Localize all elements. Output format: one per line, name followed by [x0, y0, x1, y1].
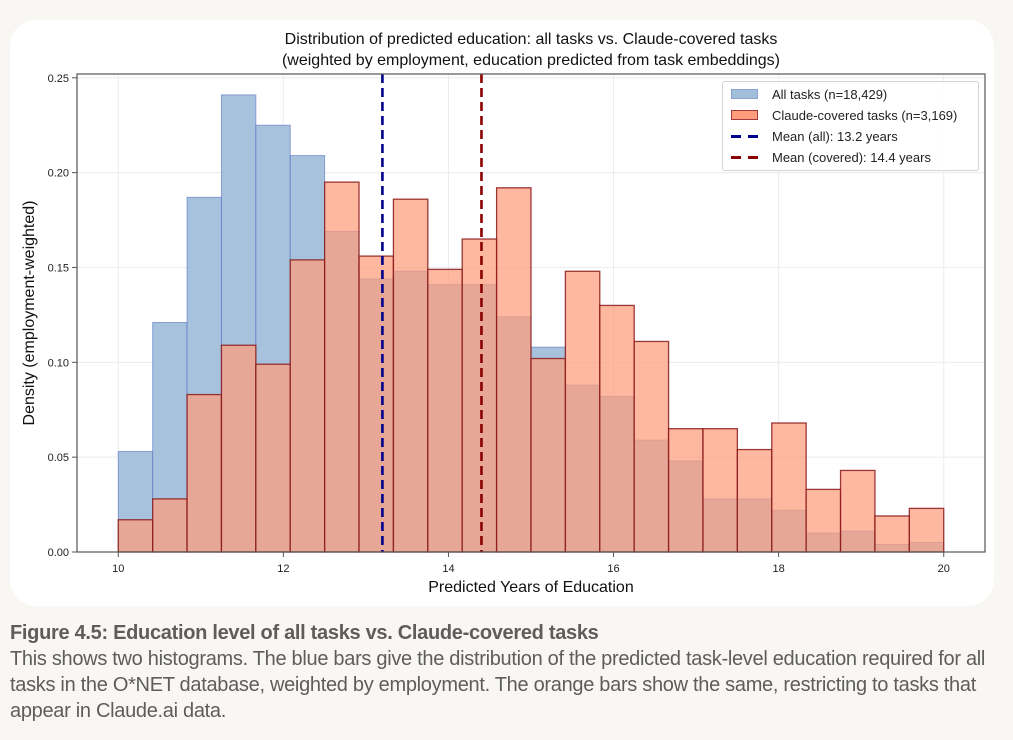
legend-dash-navy [731, 134, 758, 138]
legend-label: Claude-covered tasks (n=3,169) [772, 107, 958, 123]
legend-item-all-tasks: All tasks (n=18,429) [731, 84, 887, 104]
y-tick-label: 0.15 [48, 262, 69, 274]
x-axis-ticks: 10 12 14 16 18 20 [112, 552, 950, 575]
chart-subtitle: (weighted by employment, education predi… [282, 52, 780, 69]
x-axis-label: Predicted Years of Education [428, 579, 633, 596]
bar-covered-tasks [736, 448, 773, 553]
legend-item-mean-covered: Mean (covered): 14.4 years [731, 147, 931, 167]
bar-covered-tasks [461, 238, 498, 553]
legend-item-mean-all: Mean (all): 13.2 years [731, 126, 898, 146]
bar-covered-tasks [874, 515, 910, 553]
bar-covered-tasks [358, 255, 395, 553]
y-tick-label: 0.10 [48, 357, 69, 369]
bar-covered-tasks [771, 422, 807, 553]
chart-title: Distribution of predicted education: all… [285, 31, 778, 48]
bar-covered-tasks [186, 393, 223, 553]
bar-covered-tasks [908, 507, 945, 553]
figure-caption: Figure 4.5: Education level of all tasks… [10, 620, 1000, 724]
bar-covered-tasks [633, 340, 670, 553]
legend-label: Mean (covered): 14.4 years [772, 149, 931, 165]
bar-covered-tasks [289, 259, 326, 553]
y-axis-ticks: 0.00 0.05 0.10 0.15 0.20 0.25 [48, 73, 77, 559]
legend-label: All tasks (n=18,429) [772, 86, 888, 102]
y-tick-label: 0.25 [48, 73, 69, 85]
caption-body: This shows two histograms. The blue bars… [10, 648, 986, 722]
legend-dash-darkred [731, 155, 758, 159]
legend-swatch-blue [731, 89, 758, 99]
bar-covered-tasks [117, 519, 154, 553]
bar-covered-tasks [564, 270, 601, 553]
bar-covered-tasks [530, 357, 567, 553]
bar-covered-tasks [152, 498, 188, 553]
x-tick-label: 10 [112, 563, 124, 575]
bar-covered-tasks [495, 187, 532, 553]
y-tick-label: 0.20 [48, 168, 69, 180]
bar-covered-tasks [667, 428, 704, 553]
legend-item-covered-tasks: Claude-covered tasks (n=3,169) [731, 105, 957, 125]
mean-lines [381, 74, 483, 552]
y-tick-label: 0.00 [48, 547, 69, 559]
y-axis-label: Density (employment-weighted) [21, 201, 38, 426]
bar-covered-tasks [805, 488, 842, 553]
x-tick-label: 18 [773, 563, 785, 575]
bar-covered-tasks [220, 344, 257, 553]
x-tick-label: 12 [277, 563, 289, 575]
x-tick-label: 14 [442, 563, 454, 575]
bar-covered-tasks [702, 428, 739, 553]
histogram-chart: Distribution of predicted education: all… [21, 31, 986, 596]
bar-covered-tasks [839, 469, 876, 553]
legend-label: Mean (all): 13.2 years [772, 128, 898, 144]
bar-covered-tasks [599, 304, 635, 553]
bar-covered-tasks [323, 181, 360, 553]
bar-covered-tasks [427, 268, 463, 553]
x-tick-label: 20 [938, 563, 950, 575]
bar-covered-tasks [392, 198, 429, 553]
bar-covered-tasks [255, 363, 291, 553]
legend-swatch-orange [731, 110, 758, 120]
covered-tasks-bars [117, 181, 945, 553]
x-tick-label: 16 [607, 563, 619, 575]
caption-title: Figure 4.5: Education level of all tasks… [10, 622, 599, 644]
legend: All tasks (n=18,429) Claude-covered task… [722, 81, 979, 171]
plot-frame [76, 73, 986, 553]
y-tick-label: 0.05 [48, 452, 69, 464]
